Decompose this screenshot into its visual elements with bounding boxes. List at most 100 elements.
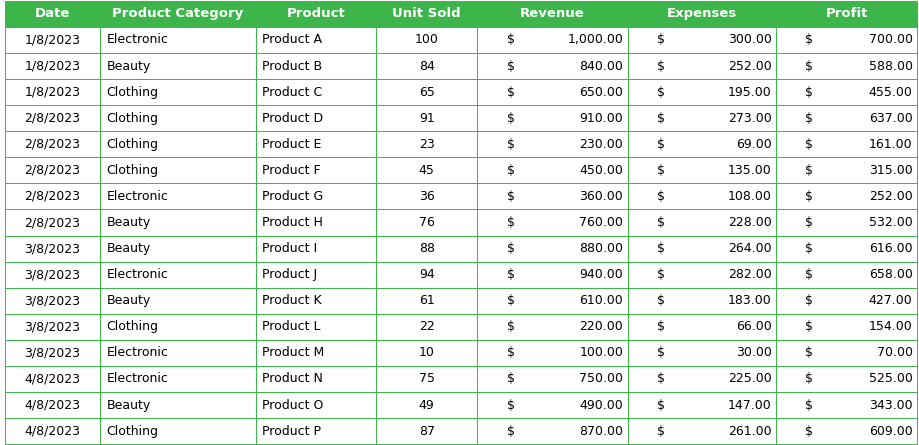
Bar bbox=[377, 105, 477, 131]
Bar bbox=[5, 79, 100, 105]
Text: Clothing: Clothing bbox=[107, 85, 158, 99]
Bar bbox=[255, 1, 377, 27]
Text: 261.00: 261.00 bbox=[728, 425, 772, 437]
Text: Product B: Product B bbox=[262, 60, 323, 73]
Text: $: $ bbox=[805, 242, 812, 255]
Text: $: $ bbox=[805, 190, 812, 203]
Bar bbox=[477, 1, 628, 27]
Text: Product E: Product E bbox=[262, 138, 322, 151]
Bar bbox=[477, 235, 628, 262]
Bar bbox=[777, 262, 917, 287]
Text: 75: 75 bbox=[419, 372, 435, 385]
Text: $: $ bbox=[805, 33, 812, 46]
Text: 70.00: 70.00 bbox=[877, 346, 913, 360]
Text: 360.00: 360.00 bbox=[579, 190, 623, 203]
Bar bbox=[377, 366, 477, 392]
Text: 525.00: 525.00 bbox=[868, 372, 913, 385]
Text: 273.00: 273.00 bbox=[728, 112, 772, 125]
Bar bbox=[628, 79, 777, 105]
Text: $: $ bbox=[507, 425, 516, 437]
Text: $: $ bbox=[805, 268, 812, 281]
Bar bbox=[477, 158, 628, 183]
Bar bbox=[377, 235, 477, 262]
Bar bbox=[100, 158, 255, 183]
Text: 65: 65 bbox=[419, 85, 435, 99]
Text: 100: 100 bbox=[414, 33, 438, 46]
Text: $: $ bbox=[507, 60, 516, 73]
Bar bbox=[100, 340, 255, 366]
Text: 450.00: 450.00 bbox=[579, 164, 623, 177]
Bar bbox=[100, 131, 255, 158]
Text: $: $ bbox=[507, 190, 516, 203]
Bar bbox=[255, 262, 377, 287]
Text: Product G: Product G bbox=[262, 190, 323, 203]
Text: Product L: Product L bbox=[262, 320, 321, 333]
Bar bbox=[100, 366, 255, 392]
Text: Clothing: Clothing bbox=[107, 320, 158, 333]
Text: $: $ bbox=[507, 268, 516, 281]
Text: $: $ bbox=[657, 268, 665, 281]
Bar bbox=[255, 53, 377, 79]
Bar bbox=[628, 1, 777, 27]
Text: 588.00: 588.00 bbox=[868, 60, 913, 73]
Text: 315.00: 315.00 bbox=[868, 164, 913, 177]
Bar bbox=[628, 27, 777, 53]
Bar bbox=[100, 79, 255, 105]
Bar bbox=[100, 262, 255, 287]
Bar bbox=[100, 314, 255, 340]
Text: $: $ bbox=[507, 399, 516, 412]
Text: Product J: Product J bbox=[262, 268, 317, 281]
Text: 135.00: 135.00 bbox=[728, 164, 772, 177]
Text: $: $ bbox=[805, 320, 812, 333]
Text: $: $ bbox=[507, 85, 516, 99]
Bar bbox=[5, 158, 100, 183]
Bar bbox=[777, 340, 917, 366]
Text: 3/8/2023: 3/8/2023 bbox=[24, 320, 80, 333]
Text: 161.00: 161.00 bbox=[869, 138, 913, 151]
Bar bbox=[255, 418, 377, 444]
Text: 455.00: 455.00 bbox=[868, 85, 913, 99]
Text: $: $ bbox=[507, 294, 516, 307]
Text: 3/8/2023: 3/8/2023 bbox=[24, 268, 80, 281]
Text: Electronic: Electronic bbox=[107, 33, 168, 46]
Bar bbox=[5, 53, 100, 79]
Text: 220.00: 220.00 bbox=[579, 320, 623, 333]
Bar bbox=[255, 287, 377, 314]
Bar bbox=[255, 158, 377, 183]
Text: Product P: Product P bbox=[262, 425, 322, 437]
Text: $: $ bbox=[657, 85, 665, 99]
Text: 637.00: 637.00 bbox=[868, 112, 913, 125]
Text: 840.00: 840.00 bbox=[579, 60, 623, 73]
Bar bbox=[255, 392, 377, 418]
Text: $: $ bbox=[507, 164, 516, 177]
Bar bbox=[100, 27, 255, 53]
Text: $: $ bbox=[657, 346, 665, 360]
Text: $: $ bbox=[507, 112, 516, 125]
Text: Beauty: Beauty bbox=[107, 216, 151, 229]
Bar bbox=[377, 1, 477, 27]
Bar bbox=[255, 105, 377, 131]
Text: 609.00: 609.00 bbox=[868, 425, 913, 437]
Text: $: $ bbox=[657, 164, 665, 177]
Text: Electronic: Electronic bbox=[107, 268, 168, 281]
Bar bbox=[377, 314, 477, 340]
Bar bbox=[477, 287, 628, 314]
Text: 23: 23 bbox=[419, 138, 435, 151]
Bar bbox=[377, 392, 477, 418]
Text: 870.00: 870.00 bbox=[579, 425, 623, 437]
Bar bbox=[777, 314, 917, 340]
Text: $: $ bbox=[507, 320, 516, 333]
Text: Product D: Product D bbox=[262, 112, 323, 125]
Text: 108.00: 108.00 bbox=[728, 190, 772, 203]
Bar bbox=[377, 158, 477, 183]
Text: Beauty: Beauty bbox=[107, 242, 151, 255]
Text: $: $ bbox=[657, 425, 665, 437]
Text: $: $ bbox=[507, 372, 516, 385]
Bar bbox=[100, 210, 255, 235]
Text: 940.00: 940.00 bbox=[579, 268, 623, 281]
Text: $: $ bbox=[657, 190, 665, 203]
Text: 1,000.00: 1,000.00 bbox=[567, 33, 623, 46]
Text: $: $ bbox=[657, 60, 665, 73]
Bar bbox=[628, 235, 777, 262]
Bar bbox=[477, 392, 628, 418]
